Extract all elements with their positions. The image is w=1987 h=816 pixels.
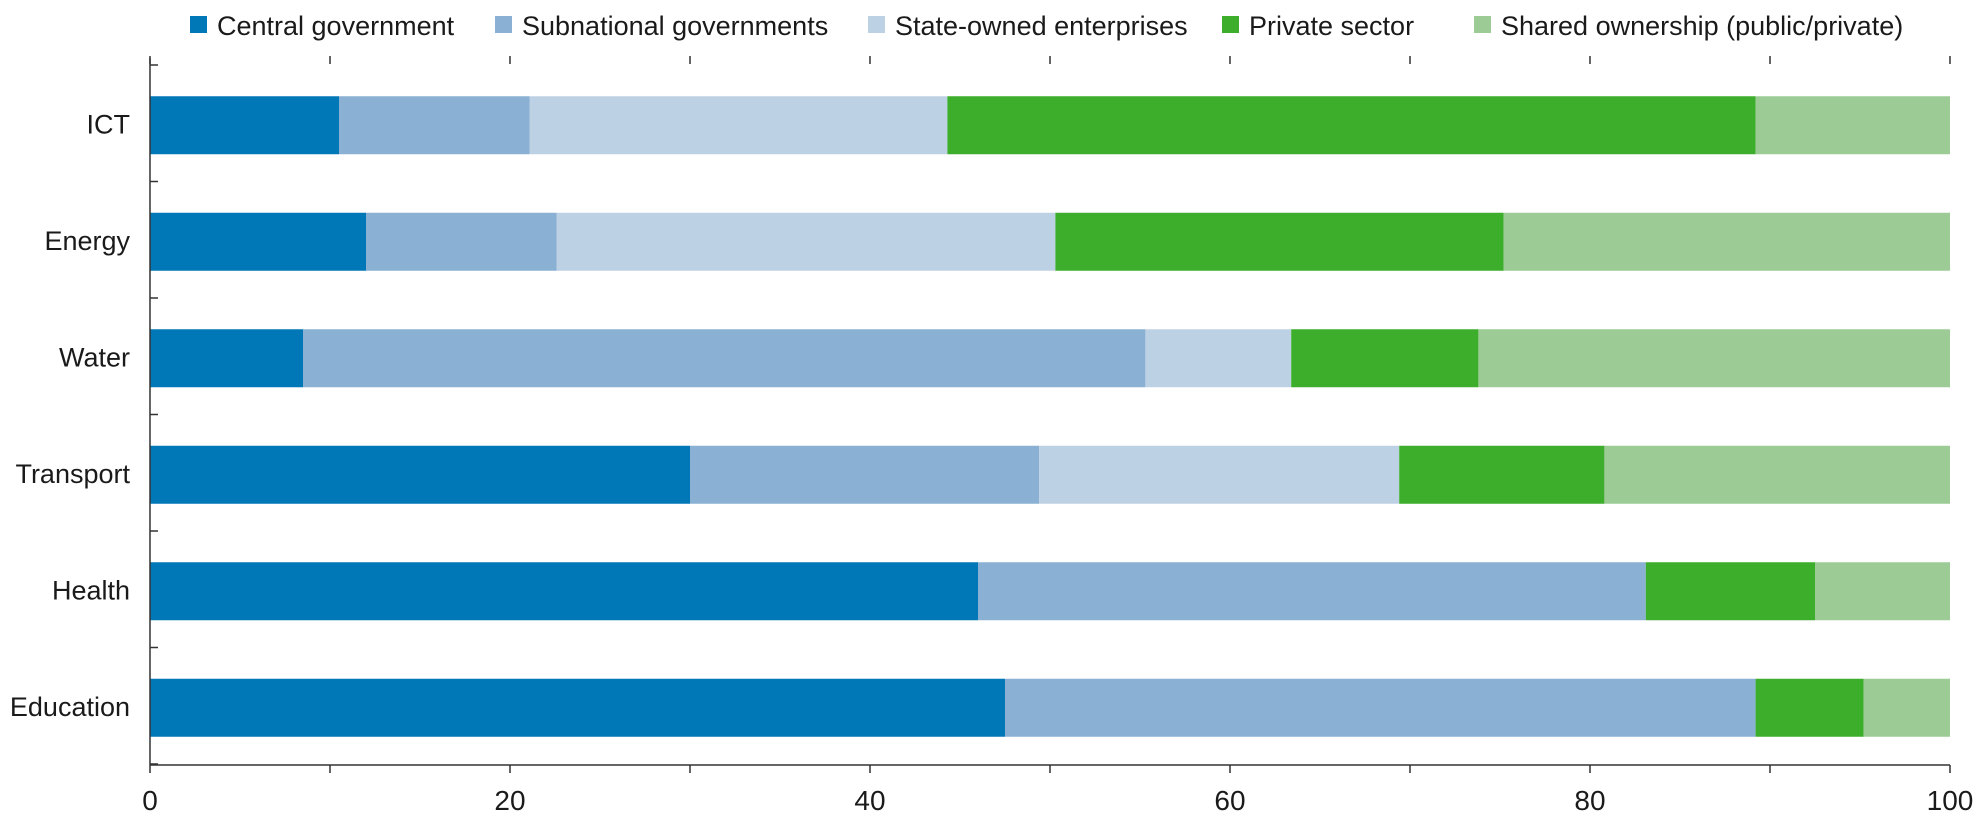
x-tick-label: 0 bbox=[142, 785, 158, 816]
bar-segment bbox=[1291, 329, 1479, 388]
legend-label: Shared ownership (public/private) bbox=[1501, 11, 1903, 41]
bar-segment bbox=[150, 96, 339, 155]
bar-segment bbox=[303, 329, 1146, 388]
bar-segment bbox=[1755, 678, 1864, 737]
bar-segment bbox=[1005, 678, 1756, 737]
bar-segment bbox=[1478, 329, 1950, 388]
bar-segment bbox=[529, 96, 948, 155]
y-axis: ICT Energy Water Transport Health Education bbox=[10, 58, 158, 765]
legend-label: Private sector bbox=[1249, 11, 1414, 41]
legend-label: State-owned enterprises bbox=[895, 11, 1188, 41]
category-label: Education bbox=[10, 692, 130, 722]
bar-segment bbox=[339, 96, 530, 155]
bar-segment bbox=[150, 329, 303, 388]
x-tick-label: 20 bbox=[494, 785, 525, 816]
bar-segment bbox=[366, 212, 557, 271]
x-tick-label: 60 bbox=[1214, 785, 1245, 816]
category-label: Health bbox=[52, 575, 130, 605]
legend-swatch bbox=[190, 16, 207, 33]
bar-segment bbox=[1863, 678, 1950, 737]
bars bbox=[150, 96, 1950, 737]
legend: Central government Subnational government… bbox=[190, 11, 1903, 41]
legend-label: Central government bbox=[217, 11, 455, 41]
legend-swatch bbox=[1474, 16, 1491, 33]
legend-swatch bbox=[495, 16, 512, 33]
bar-segment bbox=[1755, 96, 1950, 155]
bar-segment bbox=[150, 212, 366, 271]
bar-segment bbox=[1399, 445, 1605, 504]
bar-segment bbox=[1604, 445, 1950, 504]
legend-swatch bbox=[1222, 16, 1239, 33]
x-tick-label: 100 bbox=[1927, 785, 1974, 816]
category-label: Water bbox=[59, 342, 130, 372]
bar-segment bbox=[947, 96, 1756, 155]
bar-segment bbox=[1815, 562, 1950, 621]
category-label: Energy bbox=[44, 226, 130, 256]
bar-segment bbox=[1145, 329, 1292, 388]
legend-label: Subnational governments bbox=[522, 11, 828, 41]
bar-segment bbox=[978, 562, 1646, 621]
x-axis: 0 20 40 60 80 100 bbox=[142, 56, 1973, 816]
bar-segment bbox=[690, 445, 1040, 504]
legend-swatch bbox=[868, 16, 885, 33]
bar-segment bbox=[1503, 212, 1950, 271]
bar-segment bbox=[1645, 562, 1815, 621]
x-tick-label: 40 bbox=[854, 785, 885, 816]
bar-segment bbox=[1039, 445, 1400, 504]
bar-segment bbox=[556, 212, 1056, 271]
bar-segment bbox=[150, 562, 978, 621]
bar-segment bbox=[150, 445, 690, 504]
bar-segment bbox=[150, 678, 1005, 737]
x-tick-label: 80 bbox=[1574, 785, 1605, 816]
bar-segment bbox=[1055, 212, 1504, 271]
category-label: ICT bbox=[87, 109, 131, 139]
category-label: Transport bbox=[15, 459, 130, 489]
